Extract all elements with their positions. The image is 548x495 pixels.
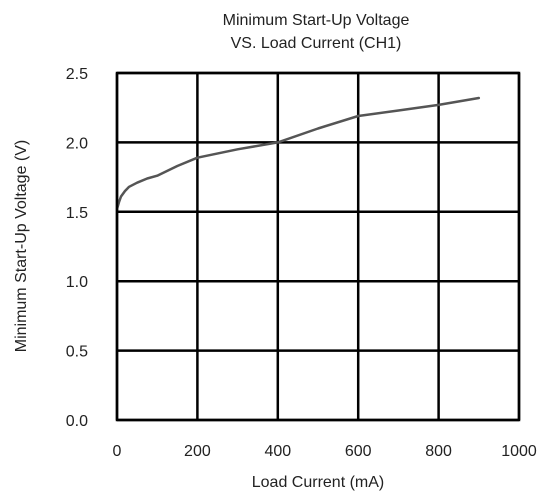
- y-tick-label: 0.0: [66, 413, 88, 430]
- y-tick-label: 2.5: [66, 66, 88, 83]
- x-tick-label: 0: [113, 443, 122, 460]
- x-tick-label: 400: [264, 443, 291, 460]
- plot-frame: [115, 71, 521, 422]
- x-tick-labels: 0 200 400 600 800 1000: [113, 443, 537, 460]
- chart-title-line-1: Minimum Start-Up Voltage: [223, 12, 410, 29]
- series-line: [115, 96, 481, 211]
- x-tick-label: 600: [345, 443, 372, 460]
- chart-title-line-2: VS. Load Current (CH1): [231, 35, 402, 52]
- y-tick-label: 1.0: [66, 274, 88, 291]
- y-tick-label: 2.0: [66, 135, 88, 152]
- series-layer: [115, 96, 481, 211]
- x-tick-label: 200: [184, 443, 211, 460]
- y-tick-label: 1.5: [66, 205, 88, 222]
- grid: [115, 71, 521, 422]
- y-tick-labels: 0.0 0.5 1.0 1.5 2.0 2.5: [66, 66, 88, 430]
- x-tick-label: 800: [425, 443, 452, 460]
- x-axis-label: Load Current (mA): [252, 474, 385, 491]
- y-axis-label: Minimum Start-Up Voltage (V): [13, 140, 30, 353]
- x-tick-label: 1000: [501, 443, 537, 460]
- y-tick-label: 0.5: [66, 344, 88, 361]
